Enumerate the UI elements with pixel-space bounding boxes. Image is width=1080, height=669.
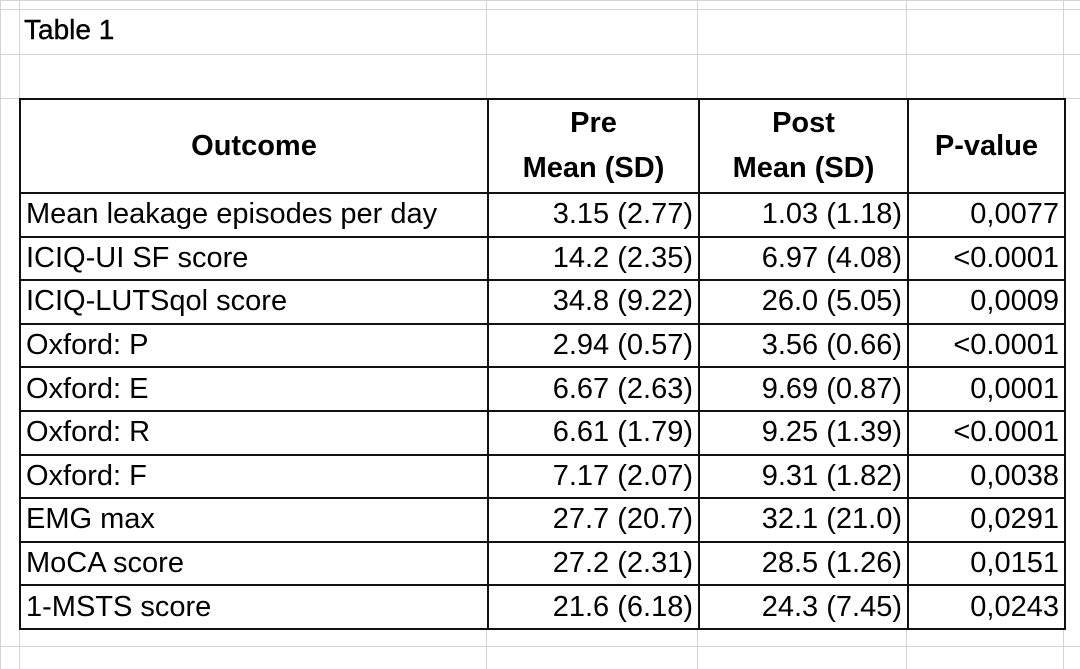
cell-pvalue[interactable]: 0,0151 — [907, 540, 1066, 587]
cell-outcome[interactable]: ICIQ-LUTSqol score — [19, 279, 489, 325]
cell-post[interactable]: 3.56 (0.66) — [698, 322, 909, 369]
header-pre: Pre Mean (SD) — [487, 98, 700, 194]
cell-outcome[interactable]: ICIQ-UI SF score — [19, 235, 489, 282]
header-post: Post Mean (SD) — [698, 98, 909, 194]
cell-pre[interactable]: 14.2 (2.35) — [487, 235, 700, 282]
cell-pre[interactable]: 34.8 (9.22) — [487, 279, 700, 325]
cell-pre[interactable]: 7.17 (2.07) — [487, 453, 700, 500]
gridline — [0, 9, 1080, 10]
cell-pvalue[interactable]: 0,0009 — [907, 279, 1066, 325]
cell-pre[interactable]: 2.94 (0.57) — [487, 322, 700, 369]
table-caption: Table 1 — [24, 14, 115, 45]
cell-post[interactable]: 6.97 (4.08) — [698, 235, 909, 282]
table-row: Oxford: P 2.94 (0.57) 3.56 (0.66) <0.000… — [19, 322, 1066, 369]
cell-pre[interactable]: 27.7 (20.7) — [487, 497, 700, 543]
cell-outcome[interactable]: Oxford: F — [19, 453, 489, 500]
cell-pvalue[interactable]: 0,0038 — [907, 453, 1066, 500]
cell-pvalue[interactable]: 0,0001 — [907, 366, 1066, 412]
cell-post[interactable]: 9.31 (1.82) — [698, 453, 909, 500]
cell-post[interactable]: 26.0 (5.05) — [698, 279, 909, 325]
cell-pvalue[interactable]: 0,0291 — [907, 497, 1066, 543]
cell-pvalue[interactable]: 0,0077 — [907, 192, 1066, 238]
table-row: ICIQ-LUTSqol score 34.8 (9.22) 26.0 (5.0… — [19, 279, 1066, 325]
table-row: Oxford: R 6.61 (1.79) 9.25 (1.39) <0.000… — [19, 409, 1066, 456]
table-row: Oxford: F 7.17 (2.07) 9.31 (1.82) 0,0038 — [19, 453, 1066, 500]
cell-pre[interactable]: 27.2 (2.31) — [487, 540, 700, 587]
cell-post[interactable]: 32.1 (21.0) — [698, 497, 909, 543]
cell-post[interactable]: 24.3 (7.45) — [698, 584, 909, 630]
gridline — [0, 646, 1080, 647]
table-row: Oxford: E 6.67 (2.63) 9.69 (0.87) 0,0001 — [19, 366, 1066, 412]
gridline — [0, 54, 1080, 55]
cell-outcome[interactable]: 1-MSTS score — [19, 584, 489, 630]
cell-post[interactable]: 9.69 (0.87) — [698, 366, 909, 412]
cell-outcome[interactable]: Oxford: R — [19, 409, 489, 456]
cell-post[interactable]: 9.25 (1.39) — [698, 409, 909, 456]
table-row: Mean leakage episodes per day 3.15 (2.77… — [19, 192, 1066, 238]
table-row: ICIQ-UI SF score 14.2 (2.35) 6.97 (4.08)… — [19, 235, 1066, 282]
table-row: EMG max 27.7 (20.7) 32.1 (21.0) 0,0291 — [19, 497, 1066, 543]
cell-pvalue[interactable]: 0,0243 — [907, 584, 1066, 630]
cell-outcome[interactable]: Mean leakage episodes per day — [19, 192, 489, 238]
cell-pre[interactable]: 21.6 (6.18) — [487, 584, 700, 630]
cell-post[interactable]: 28.5 (1.26) — [698, 540, 909, 587]
cell-outcome[interactable]: Oxford: E — [19, 366, 489, 412]
cell-outcome[interactable]: Oxford: P — [19, 322, 489, 369]
header-outcome: Outcome — [19, 98, 489, 194]
header-pvalue: P-value — [907, 98, 1066, 194]
cell-pvalue[interactable]: <0.0001 — [907, 322, 1066, 369]
cell-pre[interactable]: 6.67 (2.63) — [487, 366, 700, 412]
cell-pre[interactable]: 3.15 (2.77) — [487, 192, 700, 238]
table-row: 1-MSTS score 21.6 (6.18) 24.3 (7.45) 0,0… — [19, 584, 1066, 630]
cell-pvalue[interactable]: <0.0001 — [907, 409, 1066, 456]
cell-outcome[interactable]: MoCA score — [19, 540, 489, 587]
cell-post[interactable]: 1.03 (1.18) — [698, 192, 909, 238]
table-header-row: Outcome Pre Mean (SD) Post Mean (SD) P-val… — [19, 98, 1066, 194]
results-table: Outcome Pre Mean (SD) Post Mean (SD) P-val… — [19, 98, 1066, 630]
cell-outcome[interactable]: EMG max — [19, 497, 489, 543]
cell-pre[interactable]: 6.61 (1.79) — [487, 409, 700, 456]
table-row: MoCA score 27.2 (2.31) 28.5 (1.26) 0,015… — [19, 540, 1066, 587]
cell-pvalue[interactable]: <0.0001 — [907, 235, 1066, 282]
